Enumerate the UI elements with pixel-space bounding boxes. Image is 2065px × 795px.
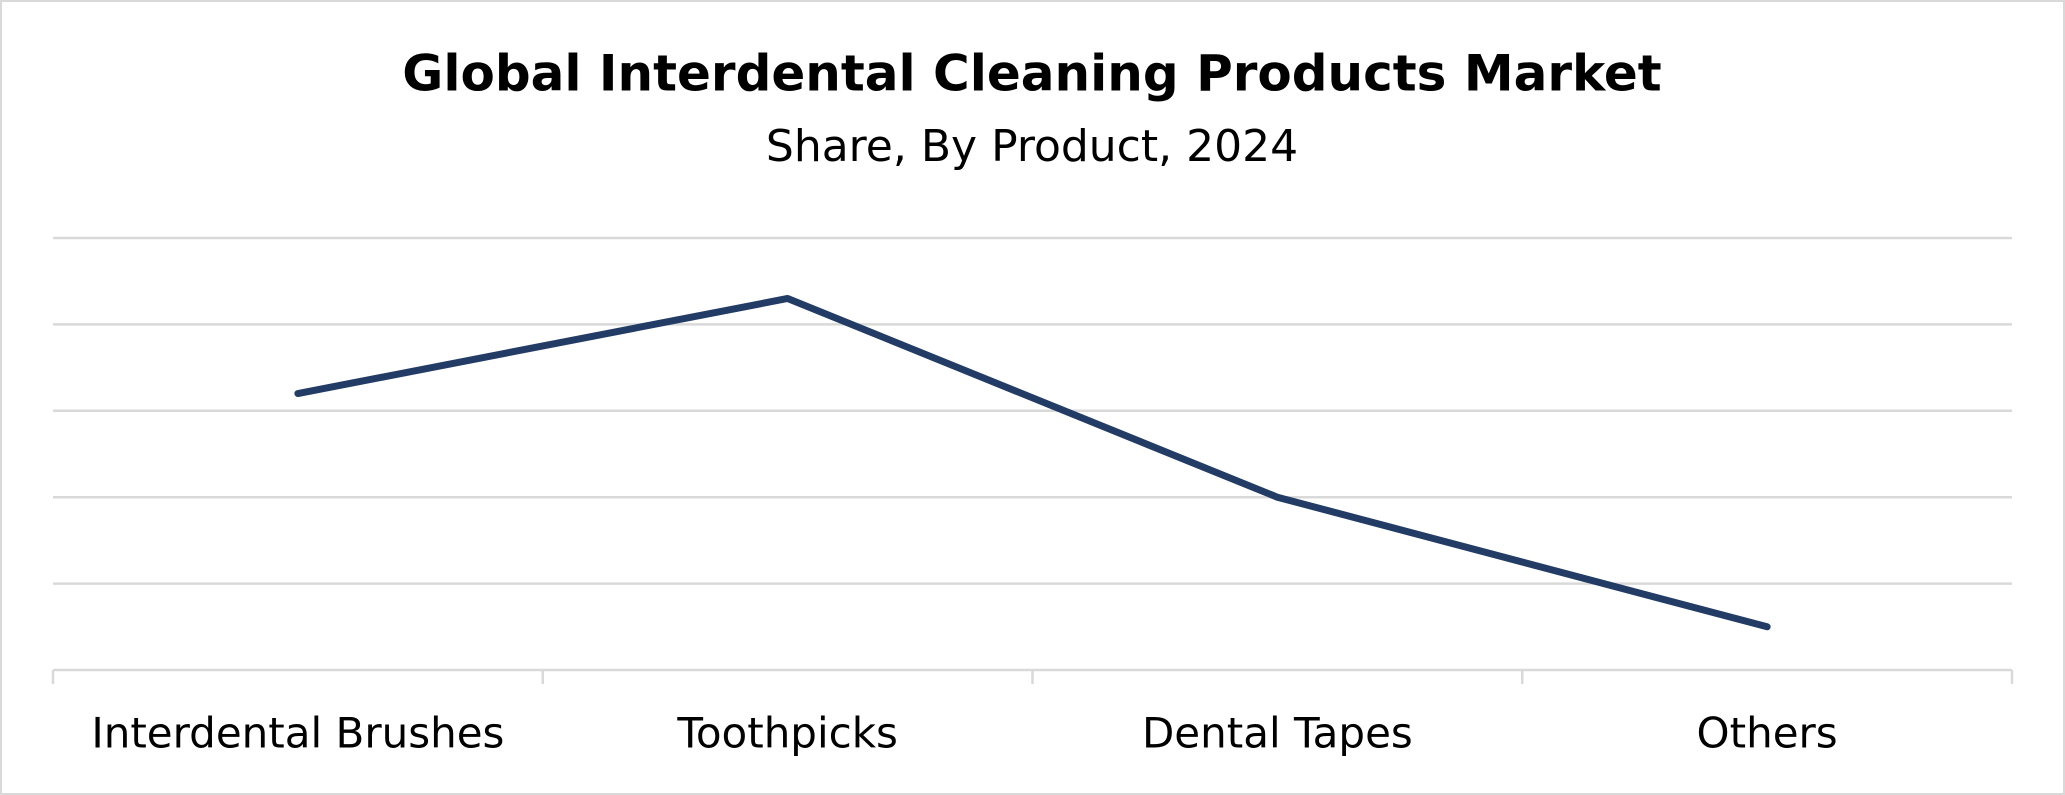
- x-tick-label: Others: [1697, 709, 1838, 758]
- chart-title: Global Interdental Cleaning Products Mar…: [402, 45, 1661, 103]
- x-tick-label: Dental Tapes: [1142, 709, 1413, 758]
- x-tick-label: Toothpicks: [676, 709, 898, 758]
- data-line: [294, 294, 1771, 631]
- chart-subtitle: Share, By Product, 2024: [766, 121, 1298, 172]
- x-tick-label: Interdental Brushes: [91, 709, 504, 758]
